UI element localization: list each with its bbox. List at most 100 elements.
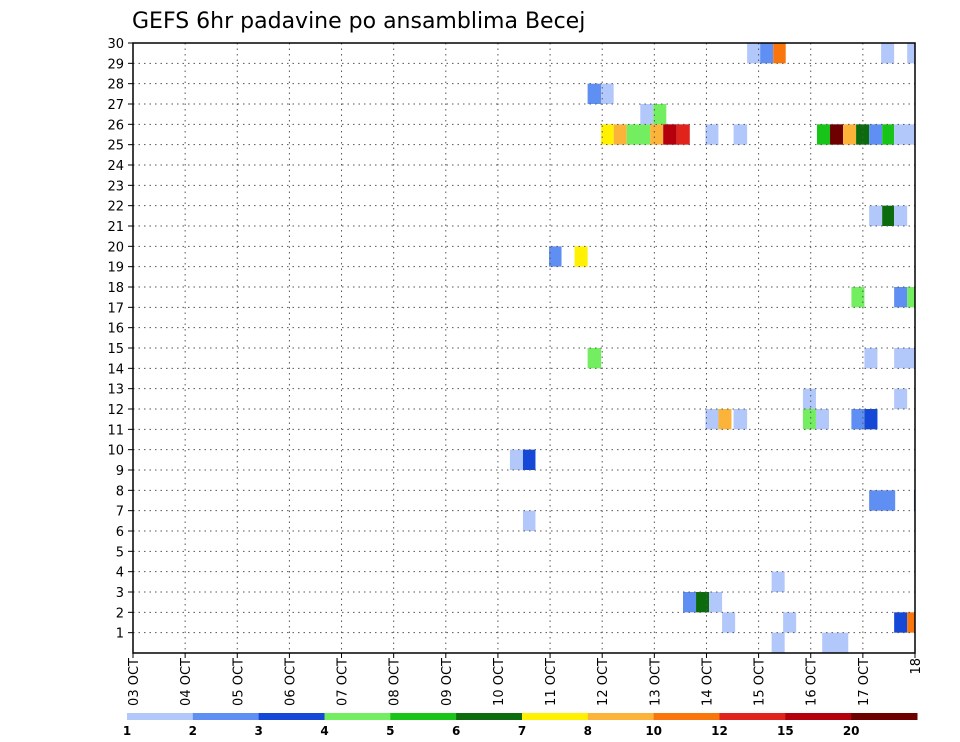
y-tick-label: 22 — [107, 200, 124, 215]
precip-cell — [718, 409, 732, 430]
colorbar-swatch — [653, 713, 720, 720]
y-axis-labels: 1234567891011121314151617181920212223242… — [107, 37, 133, 642]
precip-cell — [601, 124, 614, 145]
x-tick-label: 12 OCT — [596, 658, 611, 706]
y-tick-label: 21 — [107, 220, 124, 235]
y-tick-label: 8 — [116, 484, 124, 499]
precip-cell — [843, 124, 857, 145]
x-tick-label: 05 OCT — [231, 658, 246, 706]
y-tick-label: 26 — [107, 118, 124, 133]
y-tick-label: 7 — [116, 505, 124, 520]
precip-cell — [894, 205, 908, 226]
y-tick-label: 19 — [107, 261, 124, 276]
precip-cell — [869, 205, 883, 226]
colorbar-label: 10 — [645, 724, 662, 738]
precip-cell — [574, 246, 588, 267]
y-tick-label: 15 — [107, 342, 124, 357]
precip-cell — [864, 409, 878, 430]
colorbar-swatch — [522, 713, 589, 720]
precip-cell — [771, 632, 785, 653]
colorbar-label: 7 — [518, 724, 526, 738]
precip-cell — [650, 124, 664, 145]
precip-cell — [522, 510, 536, 531]
plot-cells — [509, 43, 915, 653]
colorbar-label: 8 — [584, 724, 592, 738]
y-tick-label: 23 — [107, 179, 124, 194]
precip-cell — [894, 348, 915, 369]
y-tick-label: 4 — [116, 566, 124, 581]
y-tick-label: 14 — [107, 362, 124, 377]
colorbar-swatch — [587, 713, 655, 720]
colorbar-swatch — [324, 713, 391, 720]
precip-cell — [613, 124, 627, 145]
precip-cell — [696, 592, 710, 613]
colorbar-swatch — [851, 713, 918, 720]
colorbar-label: 1 — [123, 724, 131, 738]
x-tick-label: 08 OCT — [388, 658, 403, 706]
precip-cell — [771, 571, 785, 592]
colorbar-swatch — [258, 713, 325, 720]
colorbar-swatch — [719, 713, 786, 720]
colorbar-swatch — [127, 713, 194, 720]
precip-cell — [601, 83, 614, 104]
precip-cell — [626, 124, 651, 145]
colorbar: 1 2 3 4 5 6 7 8 10 12 15 20 — [123, 713, 918, 738]
precip-cell — [722, 612, 736, 633]
y-tick-label: 17 — [107, 301, 124, 316]
precip-cell — [705, 409, 719, 430]
precip-cell — [709, 592, 723, 613]
precip-cell — [907, 43, 915, 64]
y-tick-label: 11 — [107, 423, 124, 438]
precip-cell — [733, 409, 748, 430]
y-tick-label: 25 — [107, 139, 124, 154]
y-tick-label: 18 — [107, 281, 124, 296]
precip-cell — [747, 43, 761, 64]
plot-grid — [133, 43, 915, 653]
precip-cell — [869, 490, 896, 511]
y-tick-label: 29 — [107, 57, 124, 72]
precip-cell — [676, 124, 690, 145]
precip-cell — [869, 124, 883, 145]
precip-cell — [882, 124, 895, 145]
precip-cell — [894, 124, 915, 145]
precip-cell — [851, 409, 865, 430]
precip-cell — [907, 612, 915, 633]
colorbar-label: 2 — [189, 724, 197, 738]
x-tick-label: 06 OCT — [283, 658, 298, 706]
x-tick-label: 13 OCT — [648, 658, 663, 706]
precip-cell — [894, 388, 908, 409]
colorbar-swatch — [192, 713, 260, 720]
x-tick-label: 04 OCT — [179, 658, 194, 706]
colorbar-label: 12 — [711, 724, 728, 738]
x-tick-label: 07 OCT — [336, 658, 351, 706]
x-tick-label: 03 OCT — [127, 658, 142, 706]
x-tick-label: 16 OCT — [805, 658, 820, 706]
x-tick-label: 14 OCT — [700, 658, 715, 706]
precip-cell — [851, 287, 865, 308]
y-tick-label: 6 — [116, 525, 124, 540]
y-tick-label: 3 — [116, 586, 124, 601]
precip-cell — [881, 43, 895, 64]
precip-cell — [830, 124, 844, 145]
x-tick-label: 09 OCT — [440, 658, 455, 706]
precip-cell — [802, 388, 816, 409]
colorbar-label: 6 — [452, 724, 460, 738]
colorbar-swatch — [785, 713, 852, 720]
y-tick-label: 13 — [107, 383, 124, 398]
colorbar-swatch — [456, 713, 523, 720]
precip-cell — [864, 348, 878, 369]
precip-cell — [783, 612, 797, 633]
precip-cell — [907, 287, 915, 308]
precip-cell — [683, 592, 697, 613]
colorbar-label: 4 — [320, 724, 328, 738]
x-tick-label: 15 OCT — [753, 658, 768, 706]
y-tick-label: 28 — [107, 78, 124, 93]
y-tick-label: 9 — [116, 464, 124, 479]
x-tick-label: 17 OCT — [857, 658, 872, 706]
colorbar-label: 20 — [843, 724, 860, 738]
precip-cell — [640, 104, 654, 125]
chart-title: GEFS 6hr padavine po ansamblima Becej — [132, 9, 585, 34]
colorbar-label: 15 — [777, 724, 794, 738]
y-tick-label: 12 — [107, 403, 124, 418]
